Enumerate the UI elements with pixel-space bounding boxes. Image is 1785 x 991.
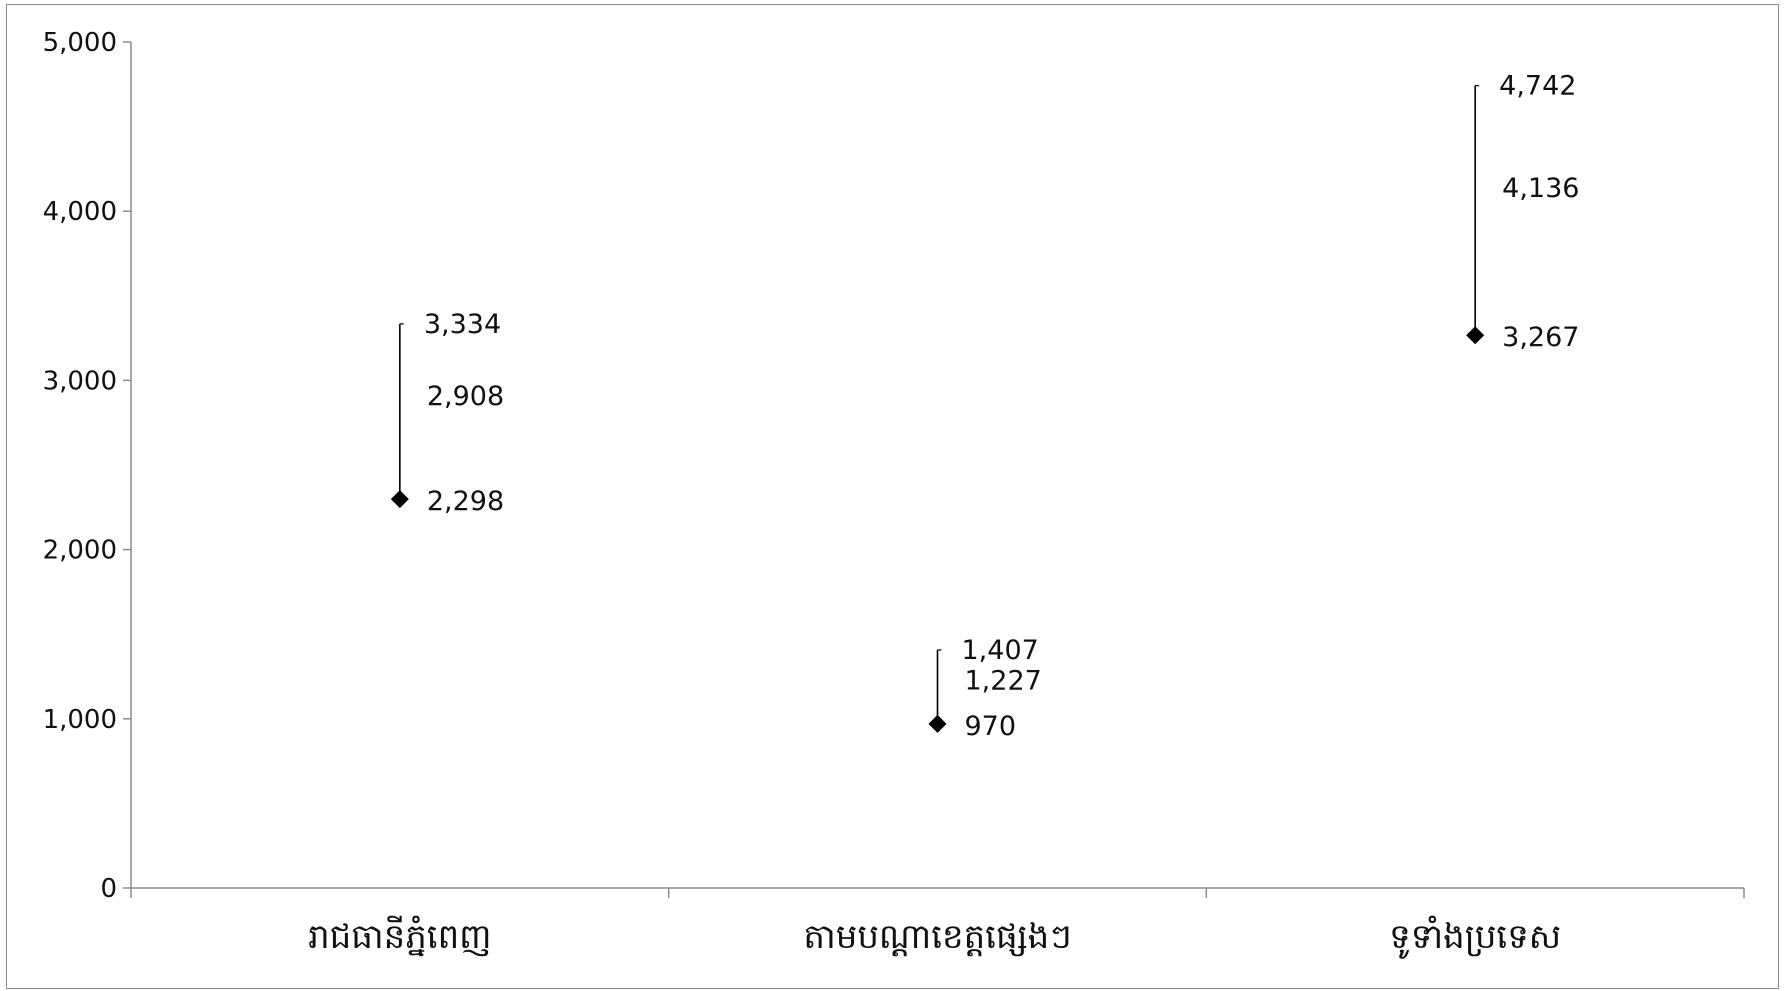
y-tick-label: 3,000 <box>43 366 117 396</box>
category-label: តាមបណ្តាខេត្តផ្សេងៗ <box>803 917 1071 957</box>
low-marker <box>390 490 409 509</box>
y-tick-label: 2,000 <box>43 536 117 566</box>
category-label: រាជធានីភ្នំពេញ <box>308 915 491 957</box>
range-chart: 0 1,000 2,000 3,000 4,000 5,000 រាជធានីភ្នំពេ… <box>43 28 1745 959</box>
chart-frame: 0 1,000 2,000 3,000 4,000 5,000 រាជធានីភ្នំពេ… <box>6 4 1779 989</box>
y-axis: 0 1,000 2,000 3,000 4,000 5,000 <box>43 28 132 904</box>
high-value-label: 4,742 <box>1499 71 1576 102</box>
high-value-label: 3,334 <box>424 309 501 340</box>
x-axis: រាជធានីភ្នំពេញ តាមបណ្តាខេត្តផ្សេងៗ ទូទាំងប… <box>130 887 1745 959</box>
low-value-label: 2,298 <box>427 486 504 517</box>
y-tick-label: 4,000 <box>43 197 117 227</box>
mid-value-label: 4,136 <box>1502 173 1579 204</box>
low-value-label: 3,267 <box>1502 322 1579 353</box>
low-marker <box>1466 326 1485 345</box>
y-tick-label: 1,000 <box>43 705 117 735</box>
y-tick-label: 0 <box>100 874 117 904</box>
low-marker <box>928 714 947 733</box>
low-value-label: 970 <box>965 711 1017 742</box>
mid-value-label: 1,227 <box>965 665 1042 696</box>
y-tick-label: 5,000 <box>43 28 117 58</box>
high-value-label: 1,407 <box>962 635 1039 666</box>
mid-value-label: 2,908 <box>427 381 504 412</box>
category-label: ទូទាំងប្រទេស <box>1389 915 1561 959</box>
